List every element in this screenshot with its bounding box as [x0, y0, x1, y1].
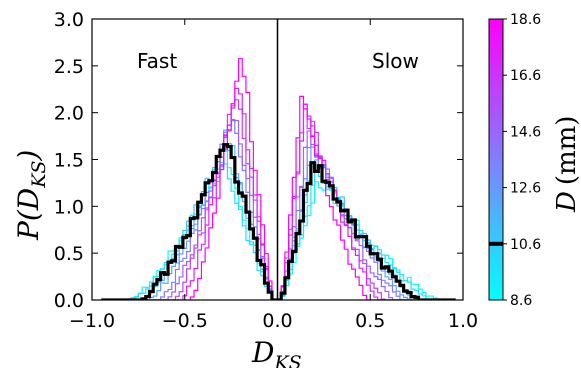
colorbar-tick-label: 12.6 [510, 181, 541, 197]
colorbar-tick-label: 18.6 [510, 12, 541, 28]
y-tick-label: 2.0 [54, 103, 84, 125]
x-tick-label: 0.5 [355, 310, 385, 332]
annotation-fast: Fast [137, 49, 177, 73]
x-axis: −1.0 −0.5 0.0 0.5 1.0 [69, 19, 478, 332]
y-tick-label: 1.0 [54, 196, 84, 218]
colorbar-tick-label: 10.6 [510, 237, 541, 253]
series-line [101, 87, 456, 300]
y-axis-label: P(DKS) [12, 150, 50, 241]
x-axis-label: DKS [251, 336, 302, 368]
colorbar-tick-label: 14.6 [510, 124, 541, 140]
x-tick-label: 1.0 [448, 310, 478, 332]
series-line [101, 58, 456, 300]
series-layer [101, 58, 456, 300]
colorbar [488, 18, 504, 301]
colorbar-highlight-marker [489, 241, 503, 246]
y-tick-label: 2.5 [54, 56, 84, 78]
y-tick-label: 0.0 [54, 290, 84, 312]
y-tick-label: 0.5 [54, 243, 84, 265]
y-tick-label: 1.5 [54, 150, 84, 172]
y-axis: 0.0 0.5 1.0 1.5 2.0 2.5 3.0 [54, 9, 463, 312]
y-tick-label: 3.0 [54, 9, 84, 31]
annotation-slow: Slow [372, 49, 419, 73]
colorbar-label: D(mm) [552, 116, 581, 213]
colorbar-axis: 8.6 10.6 12.6 14.6 16.6 18.6 [503, 12, 541, 309]
series-line-highlight [101, 143, 456, 300]
colorbar-tick-label: 16.6 [510, 68, 541, 84]
x-tick-label: 0.0 [262, 310, 292, 332]
x-tick-label: −1.0 [69, 310, 115, 332]
colorbar-tick-label: 8.6 [510, 293, 532, 309]
x-tick-label: −0.5 [162, 310, 208, 332]
